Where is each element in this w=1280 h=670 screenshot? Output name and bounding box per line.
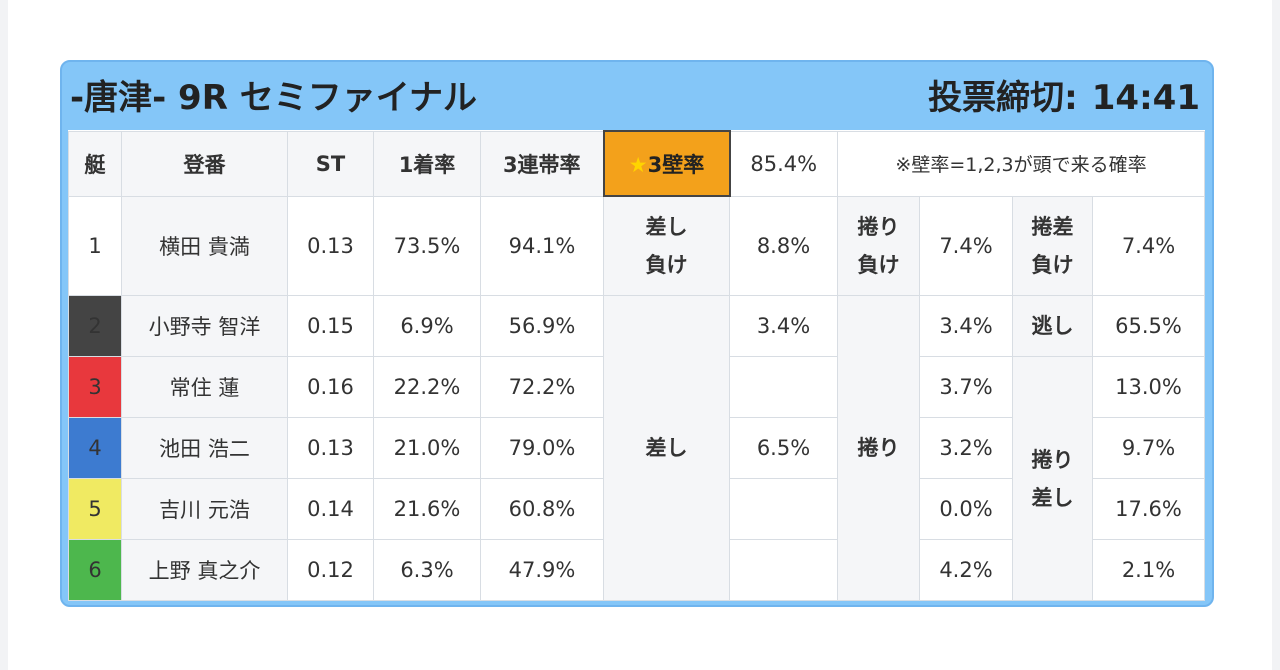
- outcome-value: 6.5%: [729, 417, 838, 479]
- outcome-nige: 逃し: [1012, 295, 1093, 357]
- racer-st: 0.12: [287, 539, 374, 601]
- outcome-line: 差し: [645, 215, 688, 239]
- racer-trio-rate: 79.0%: [480, 417, 604, 479]
- outcome-line: 差し: [1031, 485, 1074, 510]
- col-st: ST: [287, 130, 374, 197]
- racer-st: 0.15: [287, 295, 374, 357]
- racer-first-rate: 21.0%: [373, 417, 481, 479]
- outcome-value: [729, 356, 838, 418]
- racer-name: 上野 真之介: [121, 539, 288, 601]
- outcome-value: 8.8%: [729, 195, 838, 296]
- racer-trio-rate: 56.9%: [480, 295, 604, 357]
- boat-number: 1: [68, 195, 122, 296]
- deadline: 投票締切: 14:41: [928, 75, 1200, 121]
- outcome-line: 捲り: [1031, 447, 1074, 472]
- outcome-value: 4.2%: [919, 539, 1013, 601]
- outcome-sashi-make: 差し 負け: [603, 195, 730, 296]
- outcome-value: 0.0%: [919, 478, 1013, 540]
- racer-first-rate: 73.5%: [373, 195, 481, 296]
- outcome-value: 7.4%: [919, 195, 1013, 296]
- boat-number: 2: [68, 295, 122, 357]
- racer-first-rate: 22.2%: [373, 356, 481, 418]
- racer-trio-rate: 72.2%: [480, 356, 604, 418]
- outcome-makuri-make: 捲り 負け: [837, 195, 920, 296]
- outcome-value: 13.0%: [1092, 356, 1205, 418]
- racer-first-rate: 6.9%: [373, 295, 481, 357]
- racer-trio-rate: 60.8%: [480, 478, 604, 540]
- wall-rate-value: 85.4%: [729, 130, 838, 197]
- outcome-line: 捲り: [857, 214, 900, 239]
- col-trio-rate: 3連帯率: [480, 130, 604, 197]
- racer-st: 0.13: [287, 417, 374, 479]
- header-row: 艇 登番 ST 1着率 3連帯率 ★3壁率 85.4% ※壁率=1,2,3が頭で…: [68, 130, 1205, 197]
- racer-first-rate: 21.6%: [373, 478, 481, 540]
- col-boat: 艇: [68, 130, 122, 197]
- outcome-line: 負け: [857, 252, 900, 277]
- outcome-value: 65.5%: [1092, 295, 1205, 357]
- odds-table: 艇 登番 ST 1着率 3連帯率 ★3壁率 85.4% ※壁率=1,2,3が頭で…: [68, 130, 1205, 601]
- boat-number: 4: [68, 417, 122, 479]
- deadline-label: 投票締切:: [928, 78, 1078, 118]
- boat-number: 3: [68, 356, 122, 418]
- wall-rate-label: ★3壁率: [602, 130, 731, 197]
- outcome-makuri: 捲り: [837, 295, 920, 601]
- racer-st: 0.14: [287, 478, 374, 540]
- right-margin: [1272, 0, 1280, 670]
- outcome-value: 7.4%: [1092, 195, 1205, 296]
- col-first-rate: 1着率: [373, 130, 481, 197]
- col-name: 登番: [121, 130, 288, 197]
- outcome-value: [729, 539, 838, 601]
- star-icon: ★: [628, 152, 648, 177]
- outcome-value: [729, 478, 838, 540]
- outcome-makurizashi-make: 捲差 負け: [1012, 195, 1093, 296]
- racer-name: 吉川 元浩: [121, 478, 288, 540]
- table-row: 1 横田 貴満 0.13 73.5% 94.1% 差し 負け 8.8% 捲り 負け …: [68, 195, 1205, 296]
- racer-trio-rate: 47.9%: [480, 539, 604, 601]
- outcome-value: 3.2%: [919, 417, 1013, 479]
- racer-name: 小野寺 智洋: [121, 295, 288, 357]
- boat-number: 5: [68, 478, 122, 540]
- wall-rate-note: ※壁率=1,2,3が頭で来る確率: [837, 130, 1205, 197]
- racer-name: 横田 貴満: [121, 195, 288, 296]
- boat-number: 6: [68, 539, 122, 601]
- outcome-value: 3.4%: [729, 295, 838, 357]
- outcome-value: 3.7%: [919, 356, 1013, 418]
- racer-st: 0.16: [287, 356, 374, 418]
- racer-first-rate: 6.3%: [373, 539, 481, 601]
- outcome-sashi: 差し: [603, 295, 730, 601]
- outcome-line: 捲差: [1031, 214, 1074, 239]
- outcome-value: 2.1%: [1092, 539, 1205, 601]
- racer-name: 池田 浩二: [121, 417, 288, 479]
- racer-st: 0.13: [287, 195, 374, 296]
- outcome-line: 負け: [1031, 252, 1074, 277]
- table-row: 2 小野寺 智洋 0.15 6.9% 56.9% 差し 3.4% 捲り 3.4%…: [68, 295, 1205, 601]
- racer-trio-rate: 94.1%: [480, 195, 604, 296]
- left-margin: [0, 0, 8, 670]
- table-row: 3 常住 蓮 0.16 22.2% 72.2% 3.7% 捲り差し 13.0%: [68, 356, 1205, 601]
- outcome-value: 3.4%: [919, 295, 1013, 357]
- table-row: 4 池田 浩二 0.13 21.0% 79.0% 6.5% 3.2% 9.7%: [68, 417, 1205, 479]
- outcome-value: 9.7%: [1092, 417, 1205, 479]
- table-row: 6 上野 真之介 0.12 6.3% 47.9% 4.2% 2.1%: [68, 539, 1205, 601]
- deadline-time: 14:41: [1091, 78, 1200, 118]
- wall-rate-text: 3壁率: [647, 152, 705, 177]
- table-row: 5 吉川 元浩 0.14 21.6% 60.8% 0.0% 17.6%: [68, 478, 1205, 540]
- outcome-makurizashi: 捲り 差し: [1012, 356, 1093, 601]
- racer-name: 常住 蓮: [121, 356, 288, 418]
- outcome-line: 負け: [645, 253, 688, 277]
- race-title: -唐津- 9R セミファイナル: [70, 78, 478, 118]
- outcome-value: 17.6%: [1092, 478, 1205, 540]
